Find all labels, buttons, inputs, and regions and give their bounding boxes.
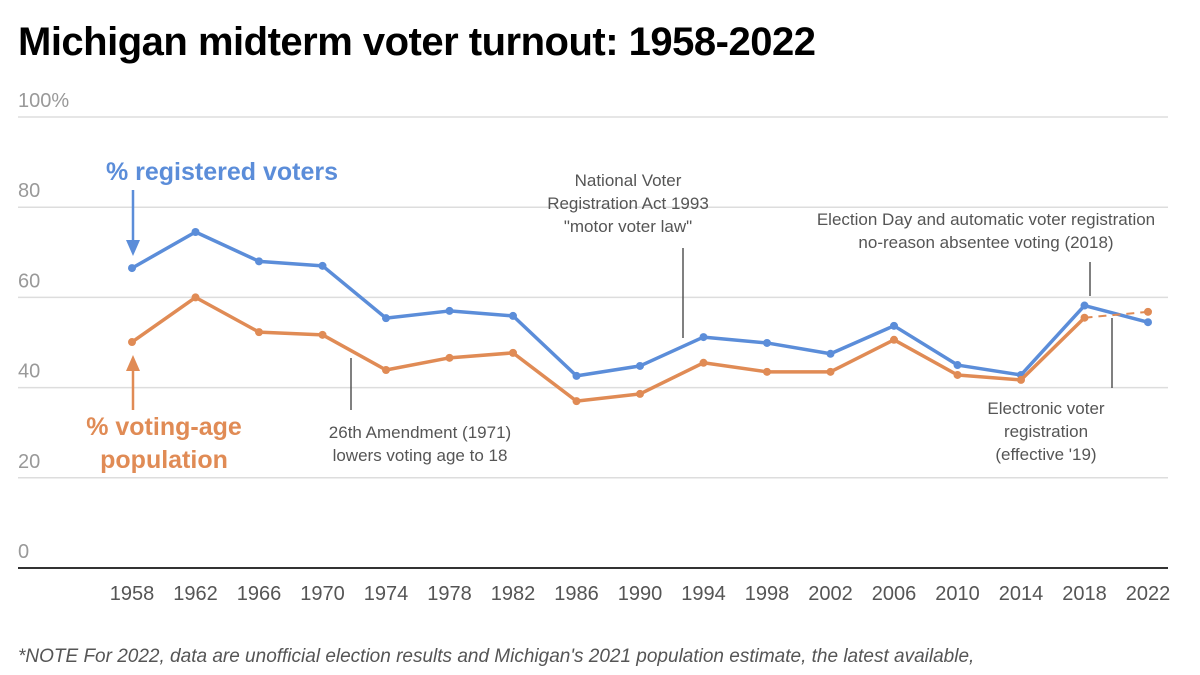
y-tick-label: 80 — [18, 180, 40, 202]
data-point — [763, 367, 771, 376]
data-point — [699, 333, 708, 342]
annotation-nvra: Registration Act 1993 — [547, 194, 709, 213]
data-point — [953, 361, 962, 370]
x-tick-label: 1966 — [237, 583, 282, 605]
data-point — [953, 370, 962, 379]
x-tick-label: 1978 — [427, 583, 472, 605]
footnote: *NOTE For 2022, data are unofficial elec… — [18, 646, 975, 667]
annotation-electronic-registration: registration — [1004, 422, 1088, 441]
data-point — [128, 338, 136, 347]
data-point — [572, 397, 581, 406]
x-tick-label: 1962 — [173, 583, 218, 605]
annotation-nvra: National Voter — [575, 171, 682, 190]
arrow-head-voting-age — [126, 355, 140, 371]
data-point — [128, 264, 136, 273]
series-label-registered: % registered voters — [106, 158, 338, 186]
x-tick-label: 2002 — [808, 583, 853, 605]
data-point — [1080, 301, 1089, 310]
x-tick-label: 1986 — [554, 583, 599, 605]
arrow-head-registered — [126, 240, 140, 256]
data-point — [826, 367, 835, 376]
annotation-electronic-registration: Electronic voter — [987, 399, 1104, 418]
x-tick-label: 1958 — [110, 583, 155, 605]
annotation-26th-amendment: lowers voting age to 18 — [333, 446, 508, 465]
series-dashed-segment-1 — [1084, 310, 1149, 319]
x-tick-label: 1970 — [300, 583, 345, 605]
data-point — [191, 293, 200, 302]
x-tick-label: 2010 — [935, 583, 980, 605]
data-point — [572, 371, 581, 380]
x-tick-label: 1994 — [681, 583, 726, 605]
series-line-1 — [130, 295, 1086, 403]
x-tick-label: 2018 — [1062, 583, 1107, 605]
data-point — [318, 261, 327, 270]
series-label-voting-age-1: % voting-age — [86, 413, 242, 441]
series-label-voting-age-2: population — [100, 446, 228, 474]
annotation-nvra: "motor voter law" — [564, 217, 692, 236]
data-point — [382, 366, 390, 375]
annotation-26th-amendment: 26th Amendment (1971) — [329, 423, 511, 442]
data-point — [1144, 318, 1152, 327]
annotation-election-day: no-reason absentee voting (2018) — [858, 233, 1113, 252]
x-tick-label: 2022 — [1126, 583, 1171, 605]
data-point — [445, 353, 454, 362]
y-tick-label: 100% — [18, 90, 69, 112]
data-point — [445, 306, 454, 315]
data-point — [255, 328, 263, 337]
x-tick-label: 2006 — [872, 583, 917, 605]
x-tick-label: 1974 — [364, 583, 409, 605]
y-tick-label: 0 — [18, 541, 29, 563]
x-tick-label: 1990 — [618, 583, 663, 605]
data-point — [699, 358, 708, 367]
x-tick-label: 1998 — [745, 583, 790, 605]
data-point — [636, 389, 644, 398]
x-tick-label: 2014 — [999, 583, 1044, 605]
data-point — [1080, 313, 1089, 322]
x-tick-label: 1982 — [491, 583, 536, 605]
data-point — [890, 321, 898, 330]
data-point — [763, 338, 771, 347]
data-point — [1017, 375, 1025, 384]
data-point — [890, 335, 898, 344]
chart-title: Michigan midterm voter turnout: 1958-202… — [18, 20, 816, 64]
data-point — [382, 314, 390, 323]
series-line-0 — [131, 230, 1149, 378]
y-tick-label: 20 — [18, 451, 40, 473]
data-point — [509, 348, 517, 357]
annotation-election-day: Election Day and automatic voter registr… — [817, 210, 1155, 229]
data-point — [1144, 307, 1152, 316]
data-point — [191, 228, 200, 237]
data-point — [509, 311, 517, 320]
data-point — [255, 257, 263, 266]
data-point — [636, 361, 644, 370]
data-point — [318, 330, 327, 339]
y-tick-label: 40 — [18, 361, 40, 383]
annotation-electronic-registration: (effective '19) — [995, 445, 1096, 464]
y-tick-label: 60 — [18, 270, 40, 292]
data-point — [826, 349, 835, 358]
